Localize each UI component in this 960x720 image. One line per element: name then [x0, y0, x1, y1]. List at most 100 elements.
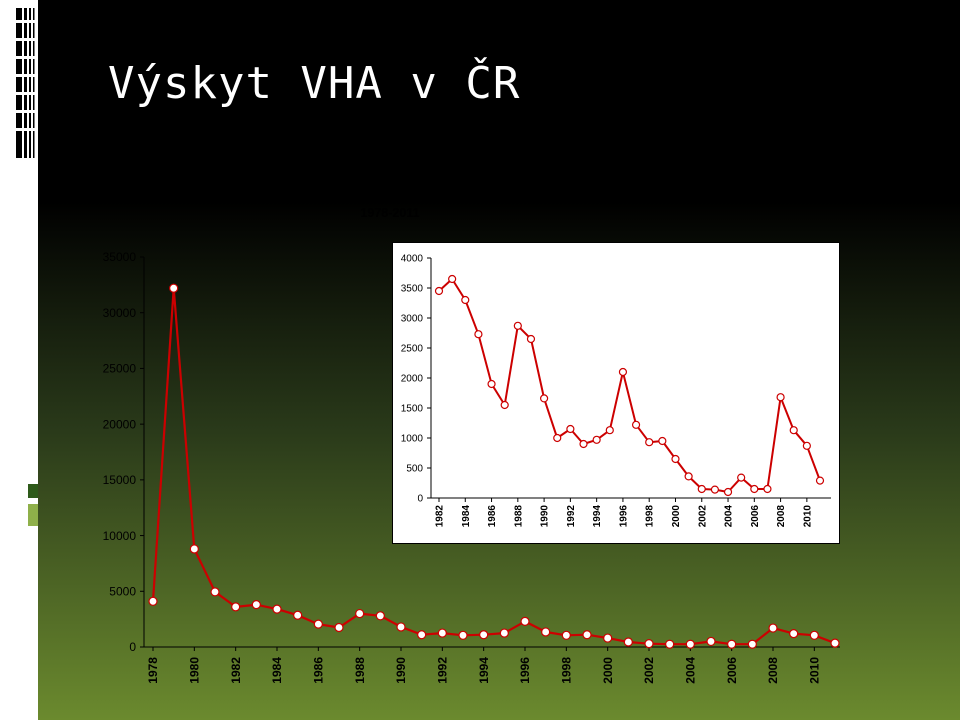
x-tick-label: 2006 [750, 505, 761, 528]
data-point-marker [553, 433, 562, 443]
data-point-marker [417, 630, 427, 640]
data-point-marker [623, 637, 633, 647]
data-point-marker [582, 630, 592, 640]
x-tick-label: 1998 [560, 657, 574, 684]
data-point-marker [272, 604, 282, 614]
x-tick-label: 1986 [487, 505, 498, 528]
data-point-marker [830, 638, 840, 648]
data-point-marker [434, 286, 444, 296]
data-point-marker [499, 628, 509, 638]
x-tick-label: 1988 [353, 657, 367, 684]
x-tick-label: 2002 [642, 657, 656, 684]
x-tick-label: 1986 [312, 657, 326, 684]
x-tick-label: 1996 [518, 657, 532, 684]
data-point-marker [603, 633, 613, 643]
data-point-marker [631, 420, 641, 429]
x-tick-label: 1978 [146, 657, 160, 684]
data-point-marker [541, 627, 551, 637]
data-point-marker [513, 321, 522, 330]
x-tick-label: 2002 [697, 505, 708, 528]
chart-title-line-1: Hepatitis A (B15) , počet hlášených příp… [169, 186, 611, 200]
data-point-marker [592, 435, 601, 444]
x-tick-label: 1994 [592, 505, 603, 528]
y-tick-label: 0 [417, 494, 423, 505]
y-tick-label: 0 [129, 640, 136, 654]
data-point-marker [520, 616, 530, 626]
data-point-marker [706, 636, 716, 647]
data-point-marker [727, 639, 737, 649]
data-point-marker [561, 630, 571, 640]
data-point-marker [776, 393, 785, 402]
y-tick-label: 30000 [103, 306, 137, 320]
decorative-squares-graphic [28, 484, 38, 526]
x-tick-label: 2010 [802, 505, 813, 528]
data-point-marker [189, 544, 199, 554]
data-point-marker [461, 295, 470, 305]
data-point-marker [458, 630, 468, 640]
x-tick-label: 1984 [461, 505, 472, 528]
data-point-marker [723, 487, 733, 497]
series-line [438, 278, 821, 493]
x-tick-label: 1988 [513, 505, 524, 528]
data-point-marker [448, 274, 457, 284]
inset-line-chart: 0 500 1000 1500 2000 2500 3000 3500 4000 1982 1984… [401, 254, 831, 528]
data-point-marker [618, 367, 628, 377]
y-tick-label: 2500 [401, 344, 424, 355]
data-point-marker [789, 629, 799, 639]
x-tick-label: 2004 [684, 657, 698, 684]
page-title: Výskyt VHA v ČR [108, 58, 521, 109]
inset-chart-frame: 0 500 1000 1500 2000 2500 3000 3500 4000 1982 1984… [392, 242, 840, 544]
data-point-marker [710, 485, 719, 494]
data-point-marker [526, 334, 536, 344]
data-point-marker [210, 587, 220, 597]
series-line [151, 287, 836, 646]
left-decoration-strip [0, 0, 38, 720]
data-point-marker [802, 441, 811, 450]
data-point-marker [684, 472, 693, 481]
data-point-marker [355, 608, 365, 619]
x-tick-label: 1990 [394, 657, 408, 684]
data-point-marker [605, 426, 614, 435]
chart-title: Hepatitis A (B15) , počet hlášených příp… [120, 183, 660, 223]
x-tick-label: 2006 [725, 657, 739, 684]
y-tick-label: 15000 [103, 473, 137, 487]
x-tick-label: 1998 [645, 505, 656, 528]
x-tick-label: 2004 [724, 505, 735, 528]
data-point-marker [697, 484, 706, 494]
data-point-marker [148, 596, 158, 606]
data-point-marker [479, 630, 489, 640]
x-tick-label: 2000 [601, 657, 615, 684]
data-point-marker [789, 426, 798, 435]
y-tick-label: 2000 [401, 374, 424, 385]
data-point-marker [293, 610, 303, 620]
data-point-marker [579, 439, 588, 449]
data-point-marker [644, 639, 654, 649]
data-point-marker [231, 602, 241, 612]
y-tick-label: 500 [406, 464, 423, 475]
x-tick-label: 1980 [188, 657, 202, 684]
data-point-marker [251, 600, 261, 610]
data-point-marker [334, 622, 344, 633]
data-point-marker [750, 484, 759, 494]
x-tick-label: 1982 [229, 657, 243, 684]
y-tick-label: 1000 [401, 434, 424, 445]
y-tick-label: 35000 [103, 250, 137, 264]
data-point-marker [768, 623, 778, 633]
data-point-marker [747, 639, 757, 649]
data-point-marker [540, 394, 549, 403]
y-tick-label: 3500 [401, 284, 424, 295]
x-tick-label: 1990 [540, 505, 551, 528]
data-point-marker [487, 379, 496, 389]
x-tick-label: 2000 [671, 505, 682, 528]
x-tick-label: 1994 [477, 657, 491, 684]
data-point-marker [396, 622, 406, 632]
x-tick-label: 1996 [618, 505, 629, 528]
data-point-marker [313, 619, 323, 629]
data-point-marker [671, 454, 680, 464]
y-tick-label: 5000 [109, 584, 136, 598]
data-point-marker [375, 611, 385, 621]
y-tick-label: 1500 [401, 404, 424, 415]
x-tick-label: 2008 [766, 657, 780, 684]
x-tick-label: 1992 [436, 657, 450, 684]
data-point-marker [809, 630, 819, 640]
